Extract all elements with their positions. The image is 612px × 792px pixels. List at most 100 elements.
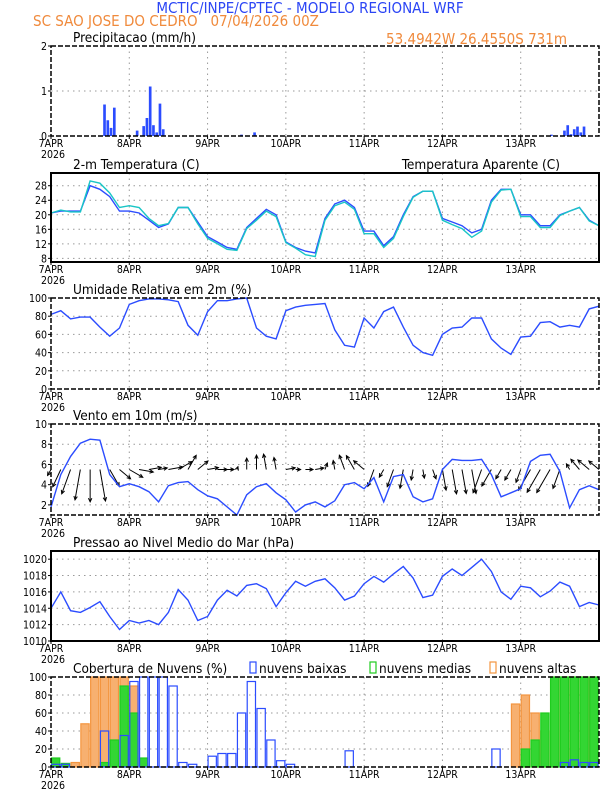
y-tick-label: 0 <box>41 762 47 774</box>
medium-cloud-bar <box>138 757 149 768</box>
wind-arrow <box>315 467 324 470</box>
medium-cloud-bar <box>109 739 120 768</box>
wind-arrow-head <box>515 478 520 484</box>
y-tick-label: 2 <box>41 500 47 512</box>
y-tick-label: 1014 <box>23 603 47 615</box>
precip-bar <box>145 118 149 136</box>
pressure-panel: Pressao ao Nivel Medio do Mar (hPa) 1010 1… <box>23 535 600 666</box>
wind-arrow-head <box>319 466 325 471</box>
precip-bar <box>563 130 566 136</box>
low-cloud-bar <box>236 712 247 768</box>
medium-cloud-bar <box>520 748 531 768</box>
low-cloud-bar <box>266 739 276 768</box>
wind-arrow <box>74 469 81 500</box>
high-cloud-bar <box>70 761 80 768</box>
wind-arrow-head <box>366 482 372 488</box>
y-tick-label: 20 <box>35 210 47 222</box>
low-cloud-bar <box>207 755 217 768</box>
y-tick-label: 100 <box>29 293 47 305</box>
x-tick-label: 12APR <box>427 643 458 655</box>
y-tick-label: 1016 <box>23 587 47 599</box>
y-tick-label: 1018 <box>23 571 47 583</box>
medium-cloud-bar <box>559 676 570 768</box>
precip-bar <box>112 107 116 136</box>
wind-arrow-head <box>102 496 108 503</box>
wind-frame <box>50 423 600 516</box>
wind-arrow-head <box>192 454 197 460</box>
precip-bar <box>253 132 256 136</box>
medium-cloud-bar <box>530 739 540 768</box>
precip-bar <box>582 126 586 136</box>
y-tick-label: 20 <box>35 744 47 756</box>
medium-legend-label: nuvens medias <box>379 661 471 677</box>
wind-arrow-head <box>398 484 403 490</box>
wind-arrow <box>263 454 267 470</box>
x-tick-label: 12APR <box>427 769 458 781</box>
medium-legend-icon <box>369 661 377 674</box>
x-tick-label: 8APR <box>117 643 142 655</box>
medium-cloud-bar <box>540 712 550 768</box>
wind-arrow-head <box>338 454 343 460</box>
y-tick-label: 60 <box>35 329 47 341</box>
wind-arrow-head <box>60 489 65 495</box>
precip-title: Precipitacao (mm/h) <box>73 30 196 46</box>
wind-arrow <box>109 469 120 487</box>
x-tick-label: 11APR <box>349 769 380 781</box>
x-tick-label: 9APR <box>195 769 220 781</box>
wind-arrow-head <box>472 488 477 494</box>
y-tick-label: 40 <box>35 348 47 360</box>
wind-arrow-head <box>291 466 297 471</box>
location-info: 53.4942W 26.4550S 731m <box>386 30 567 48</box>
wind-arrow <box>588 460 600 470</box>
x-tick-label: 8APR <box>117 769 142 781</box>
pressure-title: Pressao ao Nivel Medio do Mar (hPa) <box>73 535 294 551</box>
x-tick-label: 10APR <box>270 643 301 655</box>
y-tick-label: 4 <box>41 480 47 492</box>
y-tick-label: 8 <box>41 253 47 265</box>
x-tick-label: 9APR <box>195 391 220 403</box>
wind-arrow-head <box>262 453 267 459</box>
precip-bar <box>579 132 583 136</box>
low-cloud-bar <box>344 750 354 768</box>
x-year-label: 2026 <box>41 654 65 666</box>
precip-bar <box>106 120 110 136</box>
x-tick-label: 11APR <box>349 138 380 150</box>
x-tick-label: 8APR <box>117 264 142 276</box>
wind-arrow <box>61 469 72 494</box>
x-year-label: 2026 <box>41 528 65 540</box>
y-tick-label: 28 <box>35 181 47 193</box>
wind-arrow-head <box>409 475 414 482</box>
wind-arrow-head <box>203 460 209 465</box>
wind-arrow-head <box>157 465 163 471</box>
apparent-line <box>50 180 600 258</box>
x-tick-label: 11APR <box>349 517 380 529</box>
wind-arrow-head <box>214 466 220 471</box>
low-cloud-bar <box>168 685 178 768</box>
y-tick-label: 2 <box>41 41 47 53</box>
wind-arrow <box>432 469 437 479</box>
wind-arrow-head <box>504 476 509 482</box>
low-cloud-bar <box>256 707 266 768</box>
low-cloud-bar <box>217 752 227 768</box>
medium-cloud-bar <box>119 685 129 768</box>
precip-bar <box>135 130 139 136</box>
wind-arrow-head <box>421 474 426 480</box>
x-tick-label: 12APR <box>427 391 458 403</box>
x-tick-label: 8APR <box>117 517 142 529</box>
low-cloud-bar <box>138 676 149 768</box>
wind-arrow-head <box>565 462 571 468</box>
clouds-title: Cobertura de Nuvens (%) <box>73 661 227 677</box>
y-tick-label: 16 <box>35 224 47 236</box>
low-cloud-bar <box>99 730 110 768</box>
wind-arrow <box>552 469 561 489</box>
medium-cloud-bar <box>129 712 139 768</box>
wind-arrow <box>338 455 346 470</box>
y-tick-label: 1020 <box>23 554 47 566</box>
wind-arrow <box>197 460 209 470</box>
precip-bar <box>148 86 152 136</box>
low-cloud-bar <box>119 734 129 768</box>
x-tick-label: 13APR <box>505 769 536 781</box>
wind-arrow-head <box>73 495 78 501</box>
y-tick-label: 40 <box>35 726 47 738</box>
x-year-label: 2026 <box>41 402 65 414</box>
